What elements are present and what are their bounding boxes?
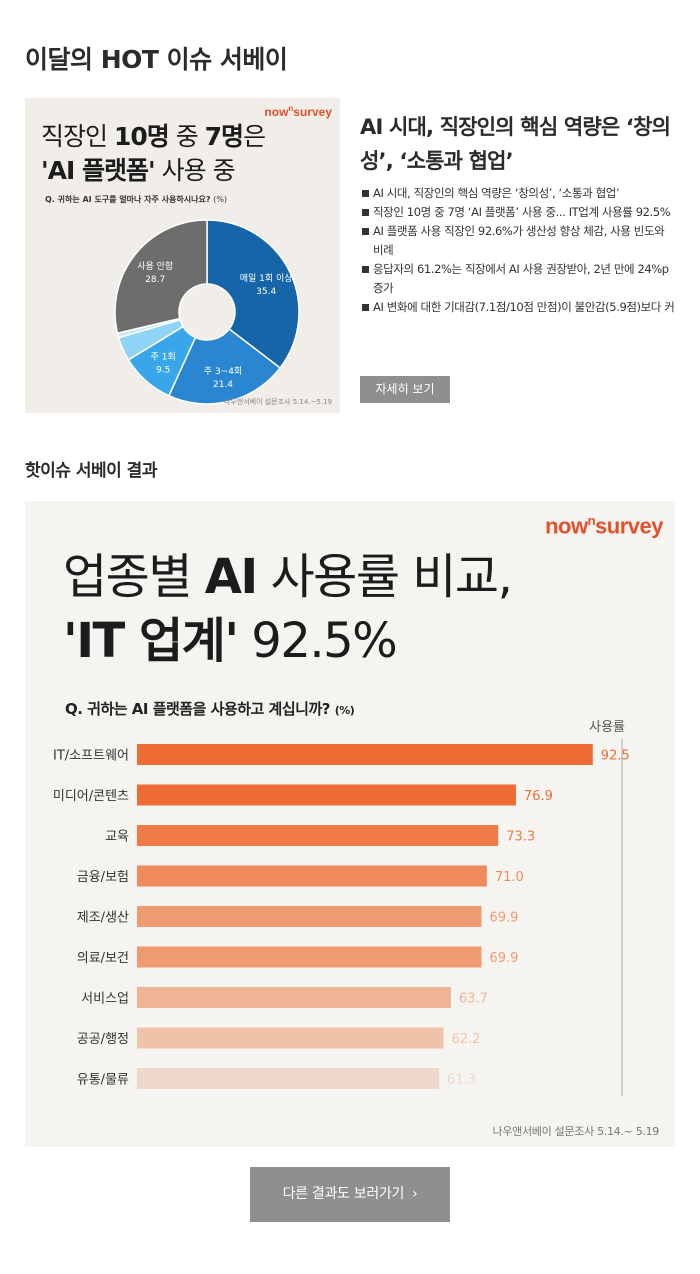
pie-slice (167, 327, 282, 405)
pie-value-label: 35.4 (256, 287, 276, 297)
featured-bullets: AI 시대, 직장인의 핵심 역량은 ‘창의성’, ‘소통과 협업’ 직장인 1… (362, 184, 677, 317)
bar-value-label: 76.9 (524, 789, 553, 804)
result-headline: 업종별 AI 사용률 비교, 'IT 업계' 92.5% (63, 549, 513, 669)
bar (137, 825, 499, 846)
featured-survey-image[interactable]: nownsurvey 직장인 10명 중 7명은 'AI 플랫폼' 사용 중 Q… (25, 98, 340, 413)
bar-category-label: 유통/물류 (77, 1073, 129, 1088)
pie-label: 사용 안함 (137, 261, 173, 272)
bar (137, 906, 482, 927)
bullet-item: 응답자의 61.2%는 직장에서 AI 사용 권장받아, 2년 만에 24%p … (362, 260, 677, 298)
more-details-button[interactable]: 자세히 보기 (360, 376, 450, 403)
pie-slice (114, 219, 208, 335)
results-title: 핫이슈 서베이 결과 (25, 461, 157, 481)
bar-value-label: 62.2 (451, 1032, 480, 1047)
bar-question: Q. 귀하는 AI 플랫폼을 사용하고 계십니까? (%) (65, 700, 355, 718)
pie-value-label: 21.4 (213, 380, 233, 390)
bullet-item: AI 변화에 대한 기대감(7.1점/10점 만점)이 불안감(5.9점)보다 … (362, 298, 677, 317)
bar-series-header: 사용률 (589, 720, 625, 735)
bullet-item: AI 시대, 직장인의 핵심 역량은 ‘창의성’, ‘소통과 협업’ (362, 184, 677, 203)
featured-title[interactable]: AI 시대, 직장인의 핵심 역량은 ‘창의성’, ‘소통과 협업’ (360, 115, 671, 173)
bullet-item: 직장인 10명 중 7명 ‘AI 플랫폼’ 사용 중... IT업계 사용률 9… (362, 203, 677, 222)
pie-label: 주 3~4회 (204, 366, 242, 377)
bar-category-label: 금융/보험 (77, 870, 129, 885)
bar (137, 784, 516, 806)
bar-source: 나우앤서베이 설문조사 5.14.~ 5.19 (492, 1125, 660, 1138)
pie-label: 주 1회 (151, 351, 176, 362)
bar (137, 987, 451, 1008)
bar-category-label: 공공/행정 (77, 1031, 129, 1047)
bar (137, 744, 593, 765)
bar-value-label: 63.7 (459, 992, 488, 1007)
bar-value-label: 73.3 (506, 830, 535, 845)
bar-value-label: 69.9 (489, 951, 518, 966)
pie-source: 나우앤서베이 설문조사 5.14.~5.19 (223, 398, 332, 406)
bar-chart: 사용률 IT/소프트웨어 92.5 미디어/콘텐츠 76.9 교육 73.3 금융/보험 71.… (53, 720, 630, 1096)
bar (137, 1027, 444, 1049)
pie-label: 매일 1회 이상 (240, 273, 293, 284)
bar-category-label: 미디어/콘텐츠 (53, 789, 129, 804)
bar-value-label: 61.3 (447, 1073, 476, 1088)
pie-question: Q. 귀하는 AI 도구를 얼마나 자주 사용하시나요? (%) (45, 195, 228, 204)
bar-category-label: 서비스업 (81, 992, 129, 1007)
bar-value-label: 71.0 (495, 870, 524, 885)
bullet-item: AI 플랫폼 사용 직장인 92.6%가 생산성 향상 체감, 사용 빈도와 비… (362, 222, 677, 260)
result-chart-card[interactable]: nownsurvey 업종별 AI 사용률 비교, 'IT 업계' 92.5% … (25, 501, 675, 1147)
pie-value-label: 28.7 (145, 275, 165, 285)
bar (137, 865, 487, 887)
bar (137, 1068, 440, 1089)
pie-slice (206, 219, 300, 369)
chevron-right-icon: › (412, 1186, 418, 1202)
pie-value-label: 9.5 (156, 365, 170, 375)
bar-category-label: 교육 (105, 830, 129, 845)
bar-category-label: 의료/보건 (77, 951, 129, 966)
nownsurvey-logo: nownsurvey (264, 104, 332, 119)
featured-image-headline: 직장인 10명 중 7명은 'AI 플랫폼' 사용 중 (41, 122, 266, 185)
nownsurvey-logo: nownsurvey (545, 513, 663, 539)
bar-category-label: 제조/생산 (77, 911, 129, 926)
bar (137, 946, 482, 968)
bar-category-label: IT/소프트웨어 (53, 749, 129, 764)
bar-value-label: 92.5 (601, 749, 630, 764)
section-title: 이달의 HOT 이슈 서베이 (25, 45, 288, 74)
see-other-results-button[interactable]: 다른 결과도 보러가기 › (250, 1167, 450, 1222)
bar-value-label: 69.9 (489, 911, 518, 926)
